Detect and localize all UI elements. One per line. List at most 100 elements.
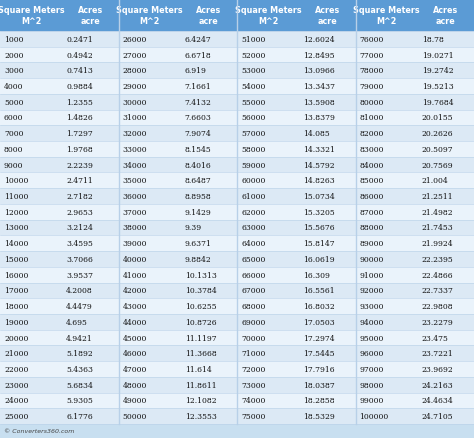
Text: 61000: 61000: [241, 193, 265, 201]
Text: 2.4711: 2.4711: [66, 177, 93, 185]
Text: 8.1545: 8.1545: [185, 145, 211, 154]
Text: 21.4982: 21.4982: [422, 208, 453, 216]
Text: 20.2626: 20.2626: [422, 130, 453, 138]
Text: 93000: 93000: [359, 302, 384, 311]
Text: 8.6487: 8.6487: [185, 177, 211, 185]
Text: 15.8147: 15.8147: [303, 240, 335, 247]
Text: 12.6024: 12.6024: [303, 36, 335, 44]
Text: 13000: 13000: [4, 224, 28, 232]
Text: 10.8726: 10.8726: [185, 318, 216, 326]
Text: 16.309: 16.309: [303, 271, 330, 279]
Bar: [0, 314, 474, 330]
Text: 4.695: 4.695: [66, 318, 88, 326]
Text: 33000: 33000: [122, 145, 147, 154]
Text: 18.2858: 18.2858: [303, 396, 335, 405]
Text: 3.7066: 3.7066: [66, 255, 93, 263]
Text: 5.9305: 5.9305: [66, 396, 93, 405]
Bar: [0, 95, 474, 110]
Text: 19.0271: 19.0271: [422, 51, 453, 60]
Text: 10000: 10000: [4, 177, 28, 185]
Text: 24.4634: 24.4634: [422, 396, 454, 405]
Text: 65000: 65000: [241, 255, 265, 263]
Text: 7.6603: 7.6603: [185, 114, 211, 122]
Text: 9.8842: 9.8842: [185, 255, 211, 263]
Text: 9000: 9000: [4, 161, 24, 169]
Text: 69000: 69000: [241, 318, 265, 326]
Text: 21.7453: 21.7453: [422, 224, 454, 232]
Text: 9.1429: 9.1429: [185, 208, 211, 216]
Text: 54000: 54000: [241, 83, 265, 91]
Text: 0.7413: 0.7413: [66, 67, 93, 75]
Text: 83000: 83000: [359, 145, 384, 154]
Text: 28000: 28000: [122, 67, 147, 75]
Text: 19000: 19000: [4, 318, 28, 326]
Text: 5.4363: 5.4363: [66, 365, 93, 373]
Text: 37000: 37000: [122, 208, 147, 216]
Text: 34000: 34000: [122, 161, 147, 169]
Text: 56000: 56000: [241, 114, 265, 122]
Text: 20000: 20000: [4, 334, 28, 342]
Text: 0.9884: 0.9884: [66, 83, 93, 91]
Text: 6000: 6000: [4, 114, 24, 122]
Text: © Converters360.com: © Converters360.com: [4, 428, 74, 434]
Text: 72000: 72000: [241, 365, 265, 373]
Text: 17.5445: 17.5445: [303, 350, 335, 357]
Text: 3.2124: 3.2124: [66, 224, 93, 232]
Text: 6.1776: 6.1776: [66, 412, 93, 420]
Bar: [0, 126, 474, 142]
Bar: [0, 189, 474, 205]
Text: 12.8495: 12.8495: [303, 51, 335, 60]
Text: 66000: 66000: [241, 271, 265, 279]
Text: 23.2279: 23.2279: [422, 318, 454, 326]
Text: 63000: 63000: [241, 224, 265, 232]
Text: 2.7182: 2.7182: [66, 193, 93, 201]
Text: 7.9074: 7.9074: [185, 130, 211, 138]
Text: Acres
acre: Acres acre: [315, 6, 340, 26]
Text: 14.8263: 14.8263: [303, 177, 335, 185]
Text: Acres
acre: Acres acre: [78, 6, 103, 26]
Text: 5000: 5000: [4, 99, 24, 106]
Text: 64000: 64000: [241, 240, 265, 247]
Text: 81000: 81000: [359, 114, 384, 122]
Text: 73000: 73000: [241, 381, 265, 389]
Text: 17.0503: 17.0503: [303, 318, 335, 326]
Bar: [118, 0, 181, 32]
Text: 15.3205: 15.3205: [303, 208, 335, 216]
Text: 17.2974: 17.2974: [303, 334, 335, 342]
Text: 24.7105: 24.7105: [422, 412, 453, 420]
Text: 17000: 17000: [4, 287, 28, 295]
Text: 7.1661: 7.1661: [185, 83, 211, 91]
Text: 47000: 47000: [122, 365, 147, 373]
Text: 5.6834: 5.6834: [66, 381, 93, 389]
Text: 20.7569: 20.7569: [422, 161, 453, 169]
Text: 94000: 94000: [359, 318, 384, 326]
Bar: [0, 64, 474, 79]
Bar: [0, 299, 474, 314]
Text: 50000: 50000: [122, 412, 147, 420]
Text: 15000: 15000: [4, 255, 28, 263]
Bar: [0, 205, 474, 220]
Text: 22.7337: 22.7337: [422, 287, 454, 295]
Text: 12.1082: 12.1082: [185, 396, 216, 405]
Text: 14000: 14000: [4, 240, 28, 247]
Text: 86000: 86000: [359, 193, 384, 201]
Text: 43000: 43000: [122, 302, 147, 311]
Text: 76000: 76000: [359, 36, 384, 44]
Text: 2.2239: 2.2239: [66, 161, 93, 169]
Text: 25000: 25000: [4, 412, 28, 420]
Text: 7.4132: 7.4132: [185, 99, 211, 106]
Text: 1000: 1000: [4, 36, 24, 44]
Text: 11.614: 11.614: [185, 365, 211, 373]
Text: 13.3437: 13.3437: [303, 83, 335, 91]
Text: Square Meters
M^2: Square Meters M^2: [0, 6, 64, 26]
Text: 14.5792: 14.5792: [303, 161, 335, 169]
Text: 53000: 53000: [241, 67, 265, 75]
Bar: [62, 0, 118, 32]
Text: 36000: 36000: [122, 193, 147, 201]
Text: 16000: 16000: [4, 271, 28, 279]
Text: 4.2008: 4.2008: [66, 287, 93, 295]
Bar: [237, 0, 299, 32]
Text: 1.4826: 1.4826: [66, 114, 93, 122]
Text: 8000: 8000: [4, 145, 24, 154]
Text: 10.6255: 10.6255: [185, 302, 216, 311]
